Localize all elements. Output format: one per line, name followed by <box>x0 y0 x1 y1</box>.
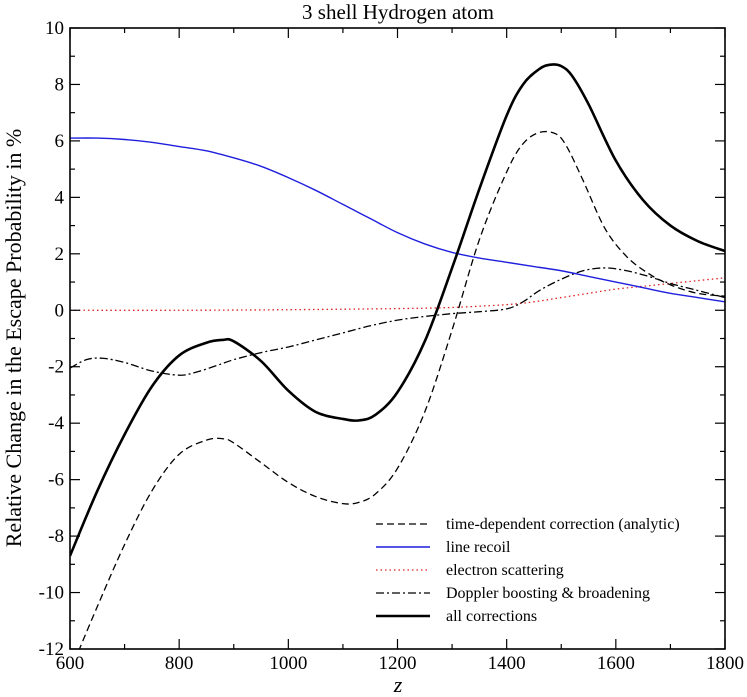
plot-area <box>70 63 725 649</box>
y-tick-label: 2 <box>55 244 65 265</box>
x-tick-label: 800 <box>165 653 194 674</box>
y-tick-label: 0 <box>55 300 65 321</box>
legend-label: time-dependent correction (analytic) <box>446 516 680 533</box>
plot-frame <box>69 27 726 650</box>
y-tick-label: 4 <box>55 187 65 208</box>
x-tick-label: 1400 <box>488 653 526 674</box>
legend-label: line recoil <box>446 539 511 556</box>
y-tick-label: -2 <box>48 357 64 378</box>
x-axis-label: z <box>393 672 403 697</box>
legend-label: all corrections <box>446 608 537 625</box>
series-line-time-dependent-correction-analytic <box>78 130 725 649</box>
x-tick-label: 1000 <box>269 653 307 674</box>
y-tick-label: -6 <box>48 470 64 491</box>
series-line-electron-scattering <box>70 277 725 311</box>
y-axis-label: Relative Change in the Escape Probabilit… <box>1 129 26 548</box>
y-tick-label: -12 <box>39 639 64 660</box>
y-tick-label: 6 <box>55 131 65 152</box>
legend-label: electron scattering <box>446 562 564 579</box>
y-tick-label: -4 <box>48 413 64 434</box>
series-line-line-recoil <box>70 137 725 303</box>
x-tick-label: 600 <box>56 653 85 674</box>
y-tick-label: 8 <box>55 74 65 95</box>
series-line-all-corrections <box>70 63 725 557</box>
y-tick-label: 10 <box>45 18 64 39</box>
y-tick-label: -10 <box>39 583 64 604</box>
x-tick-label: 1200 <box>379 653 417 674</box>
series-line-doppler-boosting-broadening <box>70 267 725 376</box>
chart-title: 3 shell Hydrogen atom <box>302 0 494 24</box>
x-tick-label: 1600 <box>597 653 635 674</box>
x-tick-label: 1800 <box>706 653 744 674</box>
legend: time-dependent correction (analytic) line… <box>376 516 680 625</box>
y-tick-label: -8 <box>48 526 64 547</box>
legend-label: Doppler boosting & broadening <box>446 585 650 602</box>
axis-ticks: 600 800 1000 1200 1400 1600 1800 -12 -10 -8 -6 -4 -2… <box>39 18 744 674</box>
